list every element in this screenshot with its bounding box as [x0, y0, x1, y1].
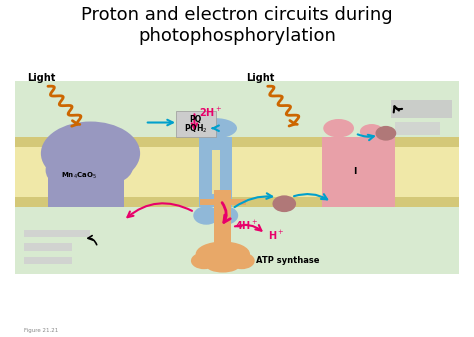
Bar [391, 100, 452, 118]
Text: Figure 21.21: Figure 21.21 [24, 328, 59, 333]
Bar [15, 147, 459, 197]
Bar [15, 197, 459, 207]
Ellipse shape [206, 259, 239, 273]
Bar [214, 190, 231, 261]
Text: 2H$^+$: 2H$^+$ [199, 106, 222, 119]
Ellipse shape [323, 119, 354, 137]
Text: H$^+$: H$^+$ [268, 229, 284, 242]
Ellipse shape [194, 118, 237, 138]
Ellipse shape [196, 242, 250, 267]
FancyArrowPatch shape [128, 203, 192, 217]
Ellipse shape [212, 206, 238, 225]
Text: 4H$^+$: 4H$^+$ [235, 219, 258, 232]
Bar [48, 136, 124, 207]
Bar [24, 230, 91, 237]
FancyArrowPatch shape [294, 194, 327, 200]
Bar [322, 136, 395, 207]
Ellipse shape [86, 150, 133, 184]
FancyArrowPatch shape [235, 193, 272, 207]
Bar [24, 257, 72, 264]
FancyArrowPatch shape [222, 203, 230, 222]
Ellipse shape [41, 122, 140, 185]
FancyArrowPatch shape [235, 225, 262, 231]
Bar [395, 122, 440, 135]
Bar [15, 207, 459, 274]
Text: Mn$_4$CaO$_5$: Mn$_4$CaO$_5$ [61, 171, 97, 181]
Text: I: I [354, 167, 357, 176]
FancyArrowPatch shape [394, 106, 402, 113]
Ellipse shape [191, 252, 217, 269]
Bar [212, 150, 219, 194]
Ellipse shape [46, 150, 107, 190]
Bar [15, 81, 459, 136]
Bar [199, 136, 232, 207]
FancyBboxPatch shape [175, 112, 216, 136]
Bar [200, 199, 246, 206]
FancyArrowPatch shape [358, 134, 374, 140]
FancyArrowPatch shape [88, 236, 97, 245]
Bar [24, 243, 72, 251]
Text: Light: Light [246, 73, 275, 83]
Text: Proton and electron circuits during
photophosphorylation: Proton and electron circuits during phot… [81, 6, 393, 45]
Text: PQ: PQ [190, 115, 202, 124]
Text: ATP synthase: ATP synthase [256, 256, 319, 265]
Circle shape [375, 126, 396, 141]
Text: PQH$_2$: PQH$_2$ [184, 123, 207, 135]
Text: Light: Light [27, 73, 55, 83]
Circle shape [273, 195, 296, 212]
Ellipse shape [229, 252, 255, 269]
Ellipse shape [360, 124, 383, 139]
Bar [15, 136, 459, 147]
Ellipse shape [193, 206, 219, 225]
